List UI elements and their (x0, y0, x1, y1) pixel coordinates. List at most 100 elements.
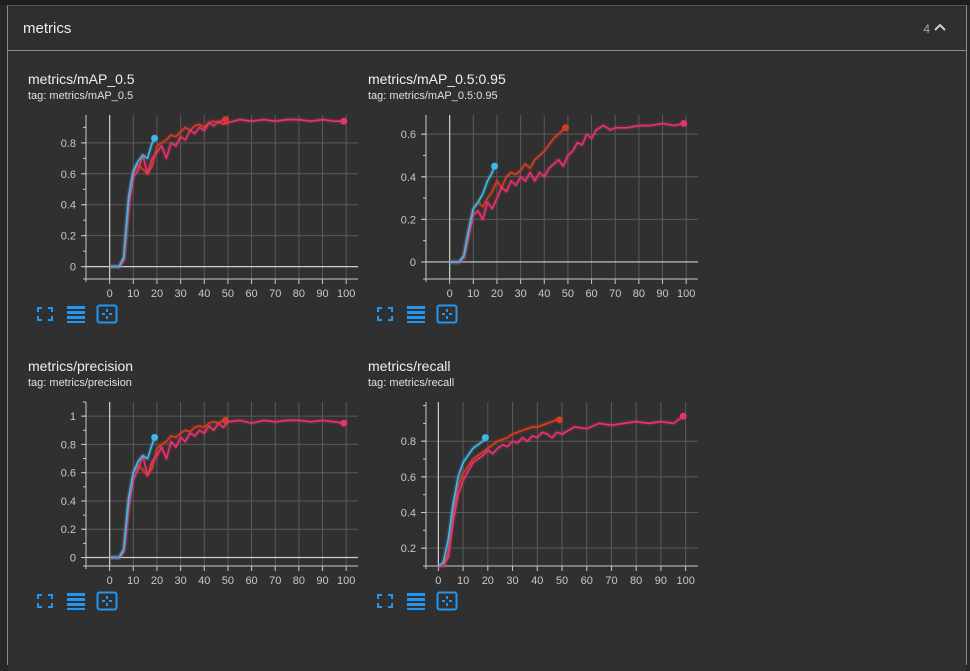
fit-domain-icon[interactable] (96, 304, 118, 324)
chart-tag: tag: metrics/precision (28, 377, 132, 389)
panel-header[interactable]: metrics 4 (8, 6, 966, 51)
x-tick-label: 20 (151, 575, 163, 587)
x-tick-label: 0 (435, 575, 441, 587)
x-tick-label: 30 (506, 575, 518, 587)
chart-map-0-5[interactable]: 0 0.2 0.4 0.6 0.8 0 10 20 30 40 50 60 70 80 90 100 (28, 107, 368, 302)
y-tick-label: 0 (410, 257, 416, 269)
y-tick-label: 0.8 (61, 138, 76, 150)
fullscreen-icon[interactable] (374, 304, 396, 324)
series-end-point (680, 120, 688, 128)
x-tick-label: 100 (676, 575, 694, 587)
series-line (437, 437, 487, 567)
series-end-point (340, 419, 348, 427)
chart-tag: tag: metrics/recall (368, 377, 455, 389)
y-tick-label: 0.8 (401, 436, 416, 448)
x-tick-label: 40 (198, 575, 210, 587)
chart-title: metrics/recall (368, 358, 451, 374)
chart-card-map-0-5: metrics/mAP_0.5 tag: metrics/mAP_0.5 0 0.… (28, 71, 368, 356)
fullscreen-icon[interactable] (34, 591, 56, 611)
x-tick-label: 30 (514, 288, 526, 300)
x-tick-label: 70 (269, 288, 281, 300)
x-tick-label: 60 (585, 288, 597, 300)
window-top-edge (0, 0, 970, 5)
x-tick-label: 10 (467, 288, 479, 300)
y-tick-label: 0.2 (401, 214, 416, 226)
panel-body: metrics/mAP_0.5 tag: metrics/mAP_0.5 0 0.… (8, 51, 966, 671)
chart-title: metrics/mAP_0.5 (28, 71, 135, 87)
x-tick-label: 90 (316, 575, 328, 587)
fit-domain-icon[interactable] (96, 591, 118, 611)
series-line (109, 419, 344, 559)
x-tick-label: 0 (107, 575, 113, 587)
x-tick-label: 40 (198, 288, 210, 300)
panel-count: 4 (923, 22, 930, 36)
y-tick-label: 0.4 (61, 496, 76, 508)
list-lines-icon[interactable] (405, 304, 427, 324)
x-tick-label: 20 (491, 288, 503, 300)
x-tick-label: 80 (293, 575, 305, 587)
series-end-point (556, 416, 564, 424)
series-halo (438, 414, 685, 569)
x-tick-label: 10 (457, 575, 469, 587)
series-halo (109, 117, 344, 270)
x-tick-label: 10 (127, 575, 139, 587)
y-tick-label: 0.6 (401, 472, 416, 484)
series-line (109, 137, 156, 268)
x-tick-label: 90 (316, 288, 328, 300)
list-lines-icon[interactable] (65, 591, 87, 611)
y-tick-label: 0.6 (401, 129, 416, 141)
y-tick-label: 0.6 (61, 468, 76, 480)
series-line (449, 122, 684, 263)
series-end-point (562, 124, 570, 132)
series-end-point (481, 434, 489, 442)
x-tick-label: 100 (337, 575, 355, 587)
chart-card-recall: metrics/recall tag: metrics/recall 0.2 0.… (368, 358, 708, 643)
x-tick-label: 0 (107, 288, 113, 300)
y-tick-label: 0.4 (401, 172, 416, 184)
x-tick-label: 20 (151, 288, 163, 300)
series-line (438, 418, 560, 567)
x-tick-label: 50 (562, 288, 574, 300)
x-tick-label: 40 (538, 288, 550, 300)
series-end-point (151, 134, 159, 142)
chevron-up-icon[interactable] (932, 19, 948, 35)
y-tick-label: 0.4 (61, 200, 76, 212)
series-end-point (679, 412, 687, 420)
y-tick-label: 0 (70, 262, 76, 274)
metrics-panel: metrics 4 metrics/mAP_0.5 tag: metrics/m… (7, 5, 967, 671)
y-tick-label: 0.8 (61, 439, 76, 451)
x-tick-label: 100 (677, 288, 695, 300)
series-line (109, 437, 156, 559)
chart-title: metrics/precision (28, 358, 134, 374)
panel-title: metrics (23, 20, 72, 37)
y-tick-label: 0.2 (61, 231, 76, 243)
fullscreen-icon[interactable] (34, 304, 56, 324)
chart-precision[interactable]: 00.20.40.60.810 10 20 30 40 50 60 70 80 90 100 (28, 394, 368, 589)
x-tick-label: 60 (245, 288, 257, 300)
y-tick-label: 1 (70, 411, 76, 423)
series-end-point (491, 162, 499, 170)
x-tick-label: 70 (605, 575, 617, 587)
fit-domain-icon[interactable] (436, 304, 458, 324)
y-tick-label: 0.2 (401, 543, 416, 555)
chart-tag: tag: metrics/mAP_0.5 (28, 90, 134, 102)
x-tick-label: 100 (337, 288, 355, 300)
fullscreen-icon[interactable] (374, 591, 396, 611)
list-lines-icon[interactable] (405, 591, 427, 611)
series-line (109, 118, 344, 268)
x-tick-label: 70 (269, 575, 281, 587)
chart-recall[interactable]: 0.2 0.4 0.6 0.8 0 10 20 30 40 50 60 70 80 90 100 (368, 394, 708, 589)
fit-domain-icon[interactable] (436, 591, 458, 611)
chart-map-0-5-0-95[interactable]: 0 0.2 0.4 0.6 0 10 20 30 40 50 60 70 80 90 100 (368, 107, 708, 302)
x-tick-label: 80 (630, 575, 642, 587)
chart-title: metrics/mAP_0.5:0.95 (368, 71, 506, 87)
x-tick-label: 90 (656, 288, 668, 300)
x-tick-label: 50 (222, 575, 234, 587)
x-tick-label: 50 (556, 575, 568, 587)
x-tick-label: 90 (655, 575, 667, 587)
x-tick-label: 20 (482, 575, 494, 587)
list-lines-icon[interactable] (65, 304, 87, 324)
y-tick-label: 0.2 (61, 524, 76, 536)
series-end-point (151, 433, 159, 441)
x-tick-label: 30 (174, 575, 186, 587)
